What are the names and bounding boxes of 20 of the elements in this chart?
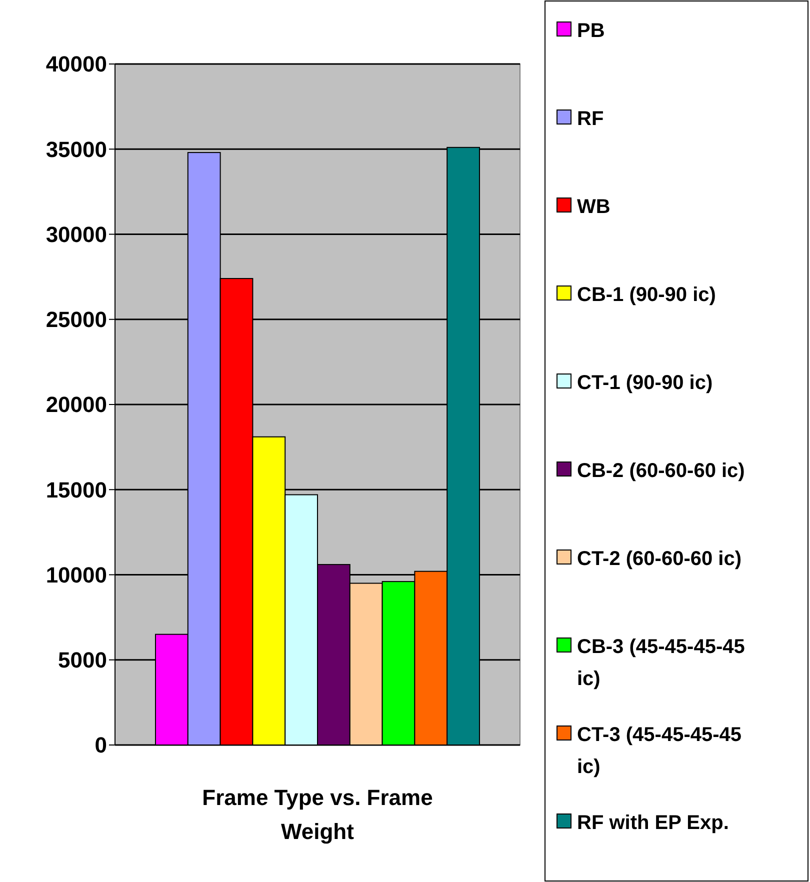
legend-label: PB — [577, 20, 605, 42]
legend-label: CT-3 (45-45-45-45 ic) — [577, 724, 742, 778]
legend-label: CT-1 (90-90 ic) — [577, 372, 713, 394]
y-tick-label: 40000 — [46, 52, 107, 77]
legend-label: CB-2 (60-60-60 ic) — [577, 460, 745, 482]
y-tick-label: 0 — [94, 732, 107, 758]
y-tick-label: 10000 — [46, 562, 107, 588]
y-tick-label: 25000 — [46, 307, 107, 332]
y-tick-label: 35000 — [46, 136, 107, 162]
legend-label: RF with EP Exp. — [577, 812, 729, 834]
y-tick-label: 5000 — [58, 648, 107, 673]
legend-label: CB-1 (90-90 ic) — [577, 284, 716, 306]
legend-label: CB-3 (45-45-45-45 ic) — [577, 636, 745, 690]
y-tick-label: 15000 — [46, 477, 107, 502]
legend-label: WB — [577, 196, 610, 218]
y-tick-label: 30000 — [46, 222, 107, 247]
y-tick-label: 20000 — [46, 392, 107, 418]
legend-label: RF — [577, 108, 604, 130]
x-axis-title: Frame Type vs. Frame Weight — [202, 785, 433, 844]
legend-label: CT-2 (60-60-60 ic) — [577, 548, 742, 570]
